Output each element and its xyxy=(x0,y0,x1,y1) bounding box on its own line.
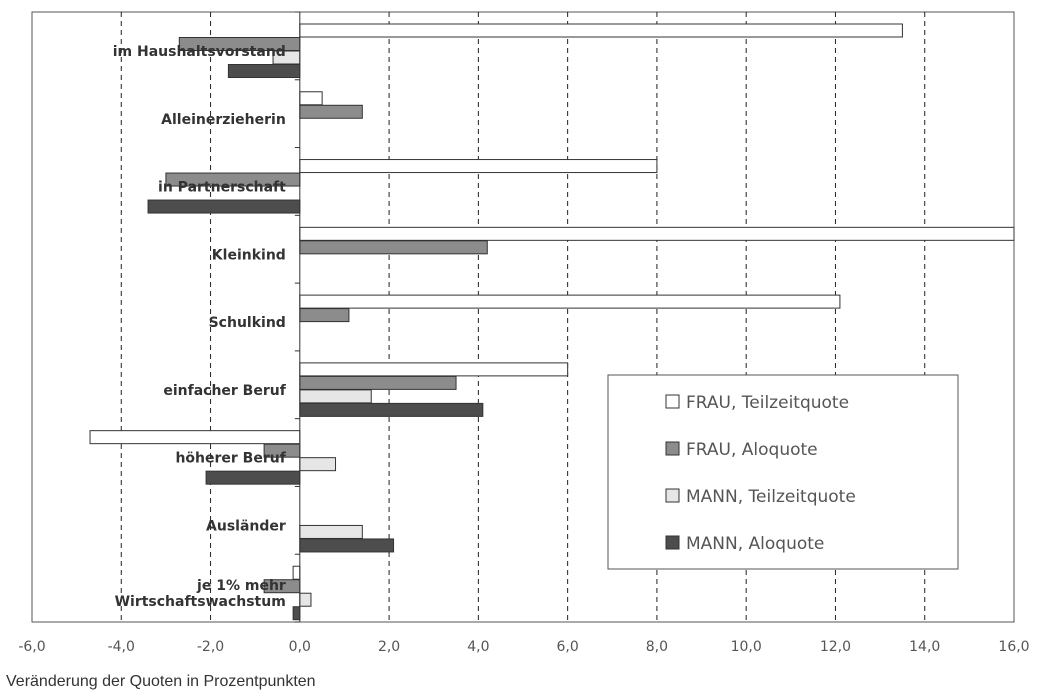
category-label: in Partnerschaft xyxy=(158,180,286,196)
bar xyxy=(292,606,301,621)
bar xyxy=(299,375,457,390)
x-tick-label: -6,0 xyxy=(18,639,45,655)
bar xyxy=(299,389,372,404)
bar xyxy=(299,308,350,323)
category-label: je 1% mehr xyxy=(196,578,286,594)
bar xyxy=(299,226,1015,241)
legend: FRAU, Teilzeitquote FRAU, Aloquote MANN, T… xyxy=(607,374,959,570)
bar xyxy=(299,240,488,255)
legend-swatch xyxy=(665,535,680,550)
bar xyxy=(299,23,903,38)
bar xyxy=(299,91,323,106)
bar xyxy=(299,538,395,553)
x-tick-label: 8,0 xyxy=(646,639,668,655)
bar xyxy=(299,524,363,539)
x-tick-label: -4,0 xyxy=(108,639,135,655)
category-label: im Haushaltsvorstand xyxy=(113,44,286,60)
legend-label: MANN, Teilzeitquote xyxy=(686,487,856,507)
bar xyxy=(299,104,363,119)
category-label: Kleinkind xyxy=(212,247,286,263)
x-tick-label: 16,0 xyxy=(998,639,1029,655)
category-label: Ausländer xyxy=(206,518,286,534)
bar xyxy=(299,294,841,309)
chart: im Haushaltsvorstand Alleinerzieherin in P… xyxy=(18,11,1030,655)
legend-label: FRAU, Teilzeitquote xyxy=(686,393,849,413)
x-tick-label: 6,0 xyxy=(557,639,579,655)
bar xyxy=(205,470,301,485)
bar xyxy=(299,362,569,377)
bar xyxy=(299,592,312,607)
category-label: Alleinerzieherin xyxy=(161,112,286,128)
bar xyxy=(299,402,484,417)
category-label: einfacher Beruf xyxy=(163,383,286,399)
x-tick-label: 2,0 xyxy=(378,639,400,655)
legend-label: MANN, Aloquote xyxy=(686,534,824,554)
x-tick-label: 12,0 xyxy=(820,639,851,655)
legend-swatch xyxy=(665,394,680,409)
bar xyxy=(89,430,301,445)
category-labels: im Haushaltsvorstand Alleinerzieherin in P… xyxy=(113,11,300,623)
bars xyxy=(89,23,1015,621)
x-tick-label: 14,0 xyxy=(909,639,940,655)
legend-swatch xyxy=(665,488,680,503)
category-label: höherer Beruf xyxy=(175,451,286,467)
bar xyxy=(147,199,301,214)
category-label: Wirtschaftswachstum xyxy=(115,594,286,610)
x-tick-label: 4,0 xyxy=(467,639,489,655)
x-tick-label: -2,0 xyxy=(197,639,224,655)
x-tick-label: 0,0 xyxy=(289,639,311,655)
bar xyxy=(292,565,301,580)
legend-swatch xyxy=(665,441,680,456)
bar xyxy=(227,64,301,78)
x-axis-title: Veränderung der Quoten in Prozentpunkten xyxy=(6,673,316,690)
x-tick-label: 10,0 xyxy=(731,639,762,655)
bar xyxy=(299,457,337,472)
legend-label: FRAU, Aloquote xyxy=(686,440,818,460)
category-label: Schulkind xyxy=(209,315,286,331)
bar xyxy=(299,159,658,174)
x-tick-labels: -6,0 -4,0 -2,0 0,0 2,0 4,0 6,0 8,0 10,0 12,0 14,0 1… xyxy=(18,639,1029,655)
